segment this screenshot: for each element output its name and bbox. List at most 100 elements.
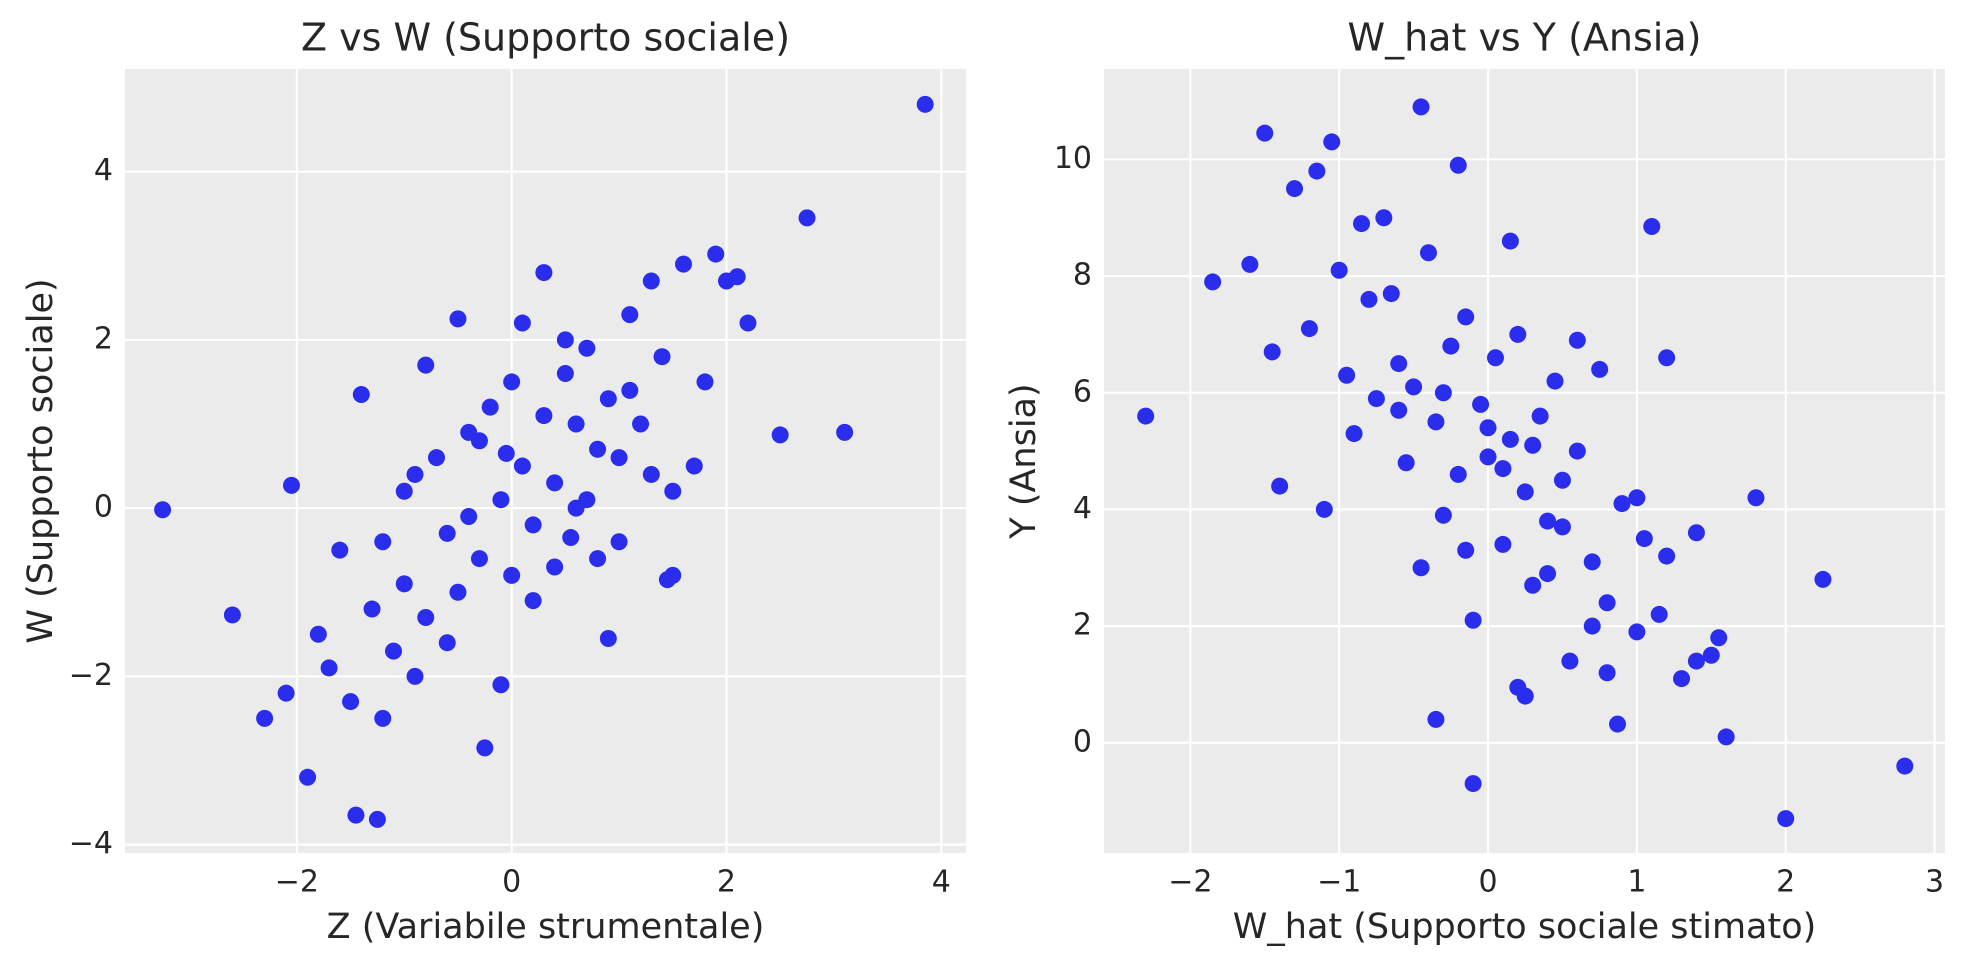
point <box>1345 425 1363 443</box>
point <box>685 457 703 475</box>
point <box>476 739 494 757</box>
y-tick-label: 0 <box>1073 724 1092 759</box>
y-axis-label: Y (Ansia) <box>1004 383 1044 539</box>
point <box>1449 156 1467 174</box>
point <box>1717 728 1735 746</box>
point <box>1486 349 1504 367</box>
point <box>589 440 607 458</box>
point <box>1308 162 1326 180</box>
point <box>1137 407 1155 425</box>
point <box>1286 180 1304 198</box>
point <box>1516 483 1534 501</box>
x-tick-label: 2 <box>717 865 736 900</box>
point <box>1777 810 1795 828</box>
point <box>610 533 628 551</box>
point <box>438 634 456 652</box>
point <box>503 566 521 584</box>
point <box>1635 530 1653 548</box>
x-axis-label: Z (Variabile strumentale) <box>327 907 765 947</box>
point <box>470 550 488 568</box>
point <box>1412 559 1430 577</box>
point <box>1598 664 1616 682</box>
point <box>331 541 349 559</box>
point <box>417 356 435 374</box>
point <box>567 415 585 433</box>
point <box>1591 360 1609 378</box>
point <box>1472 395 1490 413</box>
point <box>1457 308 1475 326</box>
x-tick-label: 4 <box>932 865 951 900</box>
point <box>1509 325 1527 343</box>
point <box>1609 715 1627 733</box>
point <box>406 465 424 483</box>
y-tick-label: 2 <box>94 321 113 356</box>
x-tick-label: 0 <box>1478 865 1497 900</box>
point <box>1896 757 1914 775</box>
y-tick-label: 4 <box>1073 491 1092 526</box>
point <box>492 491 510 509</box>
y-tick-label: −4 <box>69 826 113 861</box>
point <box>578 491 596 509</box>
point <box>1434 506 1452 524</box>
point <box>406 667 424 685</box>
point <box>1412 98 1430 116</box>
point <box>556 331 574 349</box>
point <box>1382 285 1400 303</box>
point <box>1814 570 1832 588</box>
point <box>497 444 515 462</box>
point <box>1464 775 1482 793</box>
x-tick-label: −2 <box>1168 865 1212 900</box>
point <box>1449 465 1467 483</box>
point <box>658 571 676 589</box>
point <box>395 575 413 593</box>
point <box>1583 553 1601 571</box>
y-tick-label: 10 <box>1054 141 1092 176</box>
y-tick-label: 0 <box>94 490 113 525</box>
point <box>1524 436 1542 454</box>
point <box>1539 565 1557 583</box>
point <box>1204 273 1222 291</box>
point <box>524 516 542 534</box>
x-tick-label: 1 <box>1627 865 1646 900</box>
point <box>1353 215 1371 233</box>
point <box>1568 442 1586 460</box>
point <box>282 476 300 494</box>
point <box>1553 471 1571 489</box>
point <box>1315 500 1333 518</box>
point <box>696 373 714 391</box>
point <box>309 625 327 643</box>
point <box>562 529 580 547</box>
point <box>556 365 574 383</box>
point <box>546 474 564 492</box>
point <box>1457 541 1475 559</box>
point <box>1360 290 1378 308</box>
point <box>449 310 467 328</box>
point <box>1553 518 1571 536</box>
point <box>223 606 241 624</box>
point <box>535 264 553 282</box>
point <box>546 558 564 576</box>
point <box>368 810 386 828</box>
point <box>1494 460 1512 478</box>
point <box>277 684 295 702</box>
y-axis-label: W (Supporto sociale) <box>21 278 61 643</box>
point <box>1464 611 1482 629</box>
point <box>1390 355 1408 373</box>
point <box>1501 232 1519 250</box>
point <box>320 659 338 677</box>
point <box>417 608 435 626</box>
point <box>427 449 445 467</box>
point <box>1546 372 1564 390</box>
point <box>1531 407 1549 425</box>
point <box>470 432 488 450</box>
point <box>1747 489 1765 507</box>
y-tick-label: 6 <box>1073 374 1092 409</box>
point <box>621 306 639 324</box>
point <box>771 426 789 444</box>
point <box>707 245 725 263</box>
point <box>1702 646 1720 664</box>
point <box>1643 218 1661 235</box>
point <box>1338 366 1356 384</box>
point <box>1501 430 1519 448</box>
